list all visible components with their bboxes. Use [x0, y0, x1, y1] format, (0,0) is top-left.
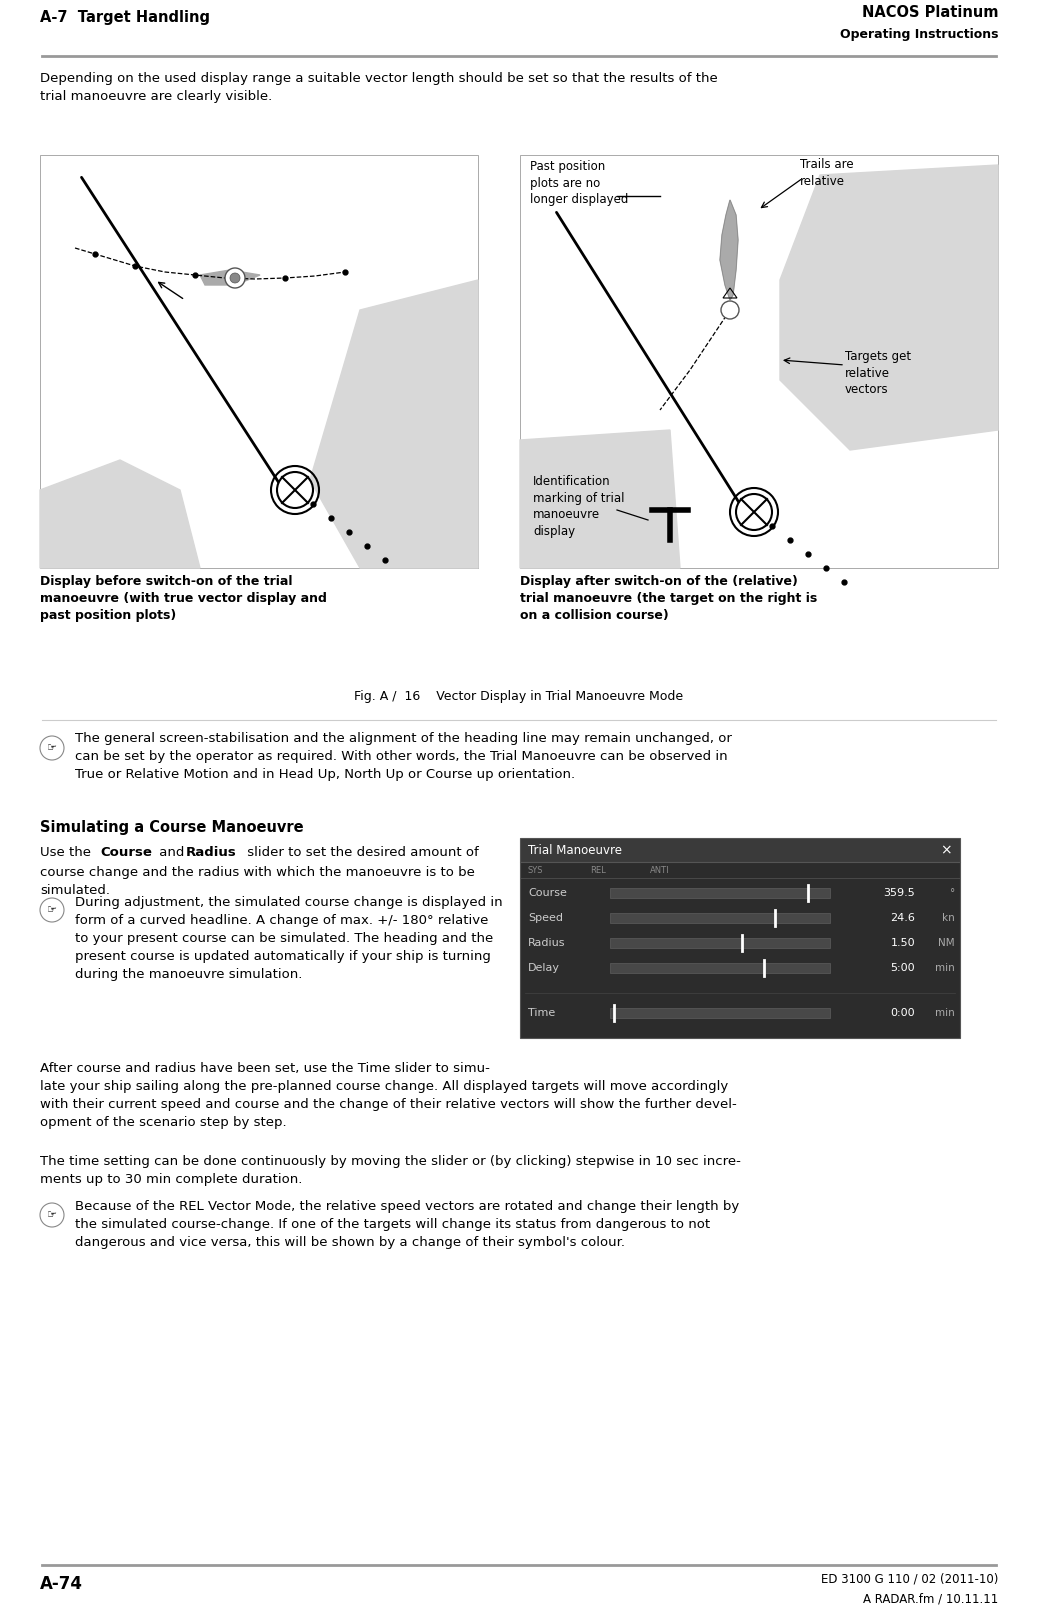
Polygon shape [780, 165, 998, 450]
Circle shape [277, 472, 313, 508]
Text: Speed: Speed [528, 913, 563, 922]
Text: ☞: ☞ [47, 743, 57, 752]
Circle shape [40, 736, 64, 760]
Text: The time setting can be done continuously by moving the slider or (by clicking) : The time setting can be done continuousl… [40, 1155, 741, 1186]
Text: Radius: Radius [528, 938, 566, 948]
Text: SYS: SYS [528, 866, 544, 874]
Text: ☞: ☞ [47, 904, 57, 916]
Polygon shape [520, 430, 680, 568]
Text: A RADAR.fm / 10.11.11: A RADAR.fm / 10.11.11 [863, 1592, 998, 1605]
Bar [520, 838, 960, 862]
Text: 359.5: 359.5 [883, 888, 916, 898]
Text: Trails are
relative: Trails are relative [800, 159, 853, 188]
Text: Identification
marking of trial
manoeuvre
display: Identification marking of trial manoeuvr… [532, 476, 625, 537]
Text: ☞: ☞ [47, 1210, 57, 1220]
Text: Past position
plots are no
longer displayed: Past position plots are no longer displa… [530, 160, 628, 205]
Text: NM: NM [938, 938, 955, 948]
Text: A-7  Target Handling: A-7 Target Handling [40, 10, 210, 24]
Text: Display after switch-on of the (relative)
trial manoeuvre (the target on the rig: Display after switch-on of the (relative… [520, 574, 817, 621]
Circle shape [40, 898, 64, 922]
Text: Fig. A /  16    Vector Display in Trial Manoeuvre Mode: Fig. A / 16 Vector Display in Trial Mano… [354, 689, 684, 702]
Text: min: min [935, 1008, 955, 1018]
Circle shape [40, 1204, 64, 1226]
Circle shape [230, 273, 240, 283]
Bar [610, 963, 830, 972]
Polygon shape [40, 460, 200, 568]
Text: 24.6: 24.6 [891, 913, 916, 922]
Text: Because of the REL Vector Mode, the relative speed vectors are rotated and chang: Because of the REL Vector Mode, the rela… [75, 1201, 739, 1249]
Text: Simulating a Course Manoeuvre: Simulating a Course Manoeuvre [40, 820, 304, 835]
Text: Course: Course [100, 846, 152, 859]
Circle shape [736, 493, 772, 531]
Text: Targets get
relative
vectors: Targets get relative vectors [845, 349, 911, 396]
Text: Time: Time [528, 1008, 555, 1018]
Text: Operating Instructions: Operating Instructions [840, 28, 998, 40]
Text: REL: REL [590, 866, 606, 874]
Text: slider to set the desired amount of: slider to set the desired amount of [243, 846, 479, 859]
Text: 1.50: 1.50 [891, 938, 916, 948]
Text: ED 3100 G 110 / 02 (2011-10): ED 3100 G 110 / 02 (2011-10) [821, 1573, 998, 1586]
Text: Trial Manoeuvre: Trial Manoeuvre [528, 843, 622, 856]
Text: Use the: Use the [40, 846, 95, 859]
Text: A-74: A-74 [40, 1574, 83, 1594]
Text: After course and radius have been set, use the Time slider to simu-
late your sh: After course and radius have been set, u… [40, 1061, 737, 1129]
Text: Course: Course [528, 888, 567, 898]
Polygon shape [310, 280, 479, 568]
Text: Radius: Radius [186, 846, 237, 859]
Circle shape [225, 269, 245, 288]
Text: 5:00: 5:00 [891, 963, 916, 972]
Text: ANTI: ANTI [650, 866, 670, 874]
Bar [610, 1008, 830, 1018]
Text: Depending on the used display range a suitable vector length should be set so th: Depending on the used display range a su… [40, 71, 717, 104]
Text: During adjustment, the simulated course change is displayed in
form of a curved : During adjustment, the simulated course … [75, 896, 502, 981]
Bar [610, 888, 830, 898]
Bar [40, 155, 479, 568]
Bar [520, 155, 998, 568]
Polygon shape [200, 270, 260, 285]
Text: Display before switch-on of the trial
manoeuvre (with true vector display and
pa: Display before switch-on of the trial ma… [40, 574, 327, 621]
Bar [610, 913, 830, 922]
Bar [520, 862, 960, 1039]
Text: and: and [155, 846, 189, 859]
Bar [610, 938, 830, 948]
Text: NACOS Platinum: NACOS Platinum [862, 5, 998, 19]
Circle shape [721, 301, 739, 319]
Text: ×: × [940, 843, 952, 858]
Text: course change and the radius with which the manoeuvre is to be
simulated.: course change and the radius with which … [40, 866, 474, 896]
Text: 0:00: 0:00 [891, 1008, 916, 1018]
Text: min: min [935, 963, 955, 972]
Text: The general screen-stabilisation and the alignment of the heading line may remai: The general screen-stabilisation and the… [75, 731, 732, 781]
Text: °: ° [950, 888, 955, 898]
Polygon shape [720, 201, 738, 299]
Text: kn: kn [943, 913, 955, 922]
Text: Delay: Delay [528, 963, 559, 972]
